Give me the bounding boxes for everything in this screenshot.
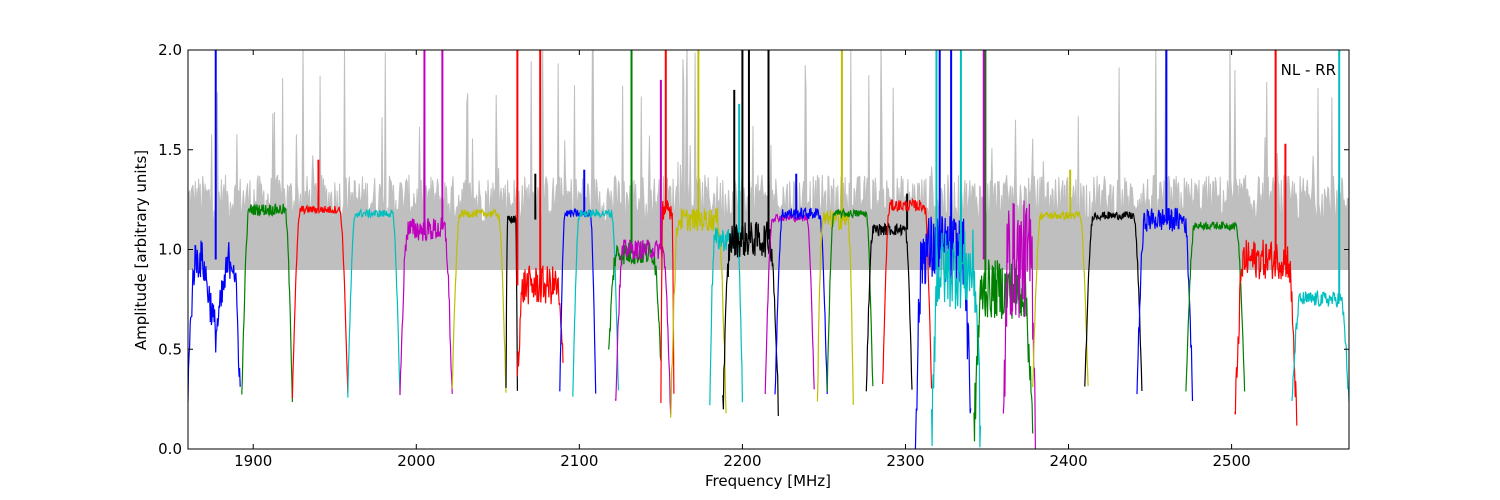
x-tick-label: 2000 (397, 452, 435, 470)
x-axis-label: Frequency [MHz] (705, 472, 831, 490)
series-line-25 (973, 259, 1034, 442)
x-tick-label: 2500 (1213, 452, 1251, 470)
y-tick-label: 0.0 (158, 440, 182, 458)
series-line-2 (241, 203, 293, 403)
series-line-18 (774, 207, 828, 395)
series-layer (188, 50, 1349, 449)
series-line-21 (865, 222, 913, 392)
series-line-24 (931, 229, 982, 448)
series-line-26 (1002, 200, 1036, 449)
y-tick-label: 0.5 (158, 340, 182, 358)
annotation-label: NL - RR (1281, 61, 1336, 79)
series-line-22 (882, 197, 933, 389)
x-tick-label: 2100 (560, 452, 598, 470)
series-line-31 (1234, 239, 1298, 426)
y-tick-label: 2.0 (158, 41, 182, 59)
series-line-11 (608, 242, 662, 361)
series-line-7 (505, 214, 519, 391)
x-tick-label: 2300 (886, 452, 924, 470)
y-tick-label: 1.5 (158, 141, 182, 159)
x-tick-label: 1900 (234, 452, 272, 470)
tick-layer: 1900 2000 2100 2200 2300 2400 2500 0.0 0.5 1.0 1.5… (158, 41, 1349, 470)
series-line-13 (660, 200, 675, 404)
series-line-6 (451, 207, 507, 393)
y-tick-label: 1.0 (158, 241, 182, 259)
x-tick-label: 2400 (1049, 452, 1087, 470)
series-line-3 (291, 204, 349, 399)
x-tick-label: 2200 (723, 452, 761, 470)
series-line-27 (1032, 210, 1089, 388)
y-axis-label: Amplitude [arbitrary units] (132, 150, 150, 350)
series-line-10 (572, 208, 620, 397)
series-line-4 (347, 207, 401, 398)
series-line-1 (188, 240, 241, 402)
series-line-20 (826, 207, 874, 392)
series-line-5 (399, 217, 453, 396)
series-line-28 (1084, 210, 1143, 392)
series-line-30 (1185, 221, 1246, 392)
series-line-29 (1136, 207, 1194, 402)
